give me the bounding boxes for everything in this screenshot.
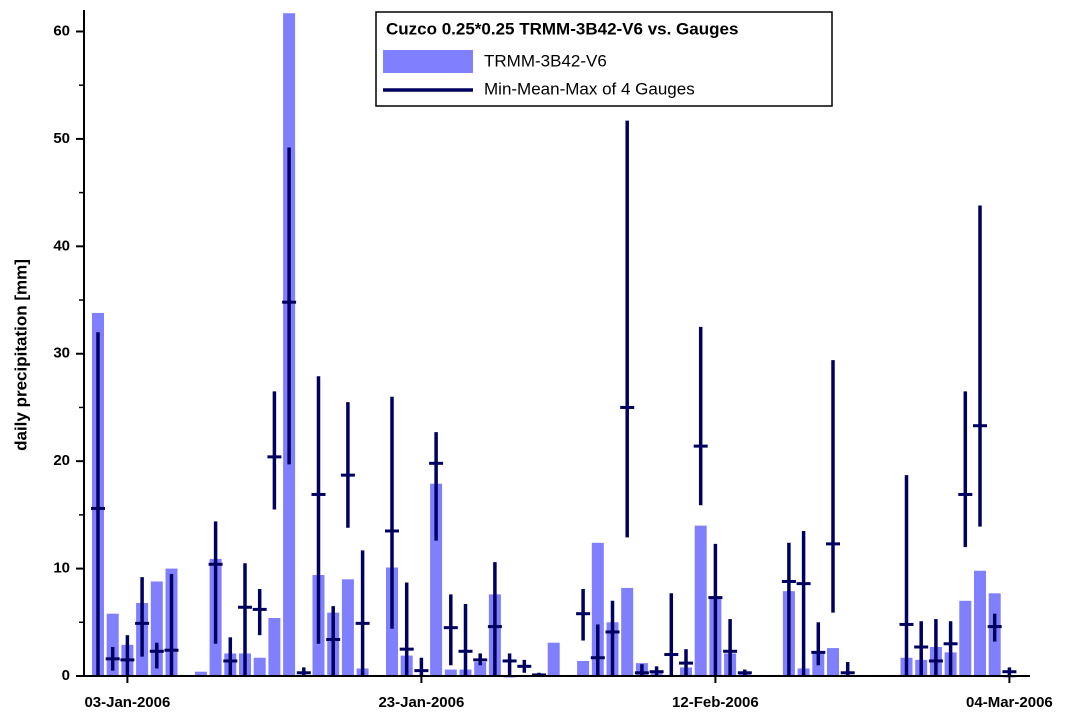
legend-title: Cuzco 0.25*0.25 TRMM-3B42-V6 vs. Gauges xyxy=(386,19,738,38)
bar xyxy=(253,657,266,676)
bar xyxy=(268,617,281,676)
x-tick-label: 12-Feb-2006 xyxy=(672,694,759,711)
y-tick-label: 50 xyxy=(53,130,70,147)
bar xyxy=(430,483,443,676)
x-tick-label: 23-Jan-2006 xyxy=(378,694,464,711)
bar xyxy=(106,613,119,676)
bar xyxy=(194,671,207,676)
bar xyxy=(577,660,590,676)
bar xyxy=(341,579,354,676)
y-tick-label: 40 xyxy=(53,237,70,254)
y-tick-label: 0 xyxy=(62,667,70,684)
x-tick-label: 03-Jan-2006 xyxy=(84,694,170,711)
y-tick-label: 30 xyxy=(53,345,70,362)
x-tick-label: 04-Mar-2006 xyxy=(966,694,1053,711)
bar xyxy=(547,642,560,676)
legend-label: TRMM-3B42-V6 xyxy=(484,51,607,70)
legend-swatch xyxy=(383,50,473,73)
bar xyxy=(959,600,972,676)
bar xyxy=(621,587,634,676)
y-axis-label: daily precipitation [mm] xyxy=(11,259,30,451)
bar xyxy=(474,662,487,676)
bar xyxy=(827,648,839,676)
y-tick-label: 20 xyxy=(53,452,70,469)
legend-label: Min-Mean-Max of 4 Gauges xyxy=(484,79,695,98)
bar xyxy=(694,525,707,676)
y-tick-label: 10 xyxy=(53,560,70,577)
y-tick-label: 60 xyxy=(53,22,70,39)
bar xyxy=(591,542,604,676)
bar xyxy=(974,570,986,676)
bar xyxy=(444,669,457,676)
